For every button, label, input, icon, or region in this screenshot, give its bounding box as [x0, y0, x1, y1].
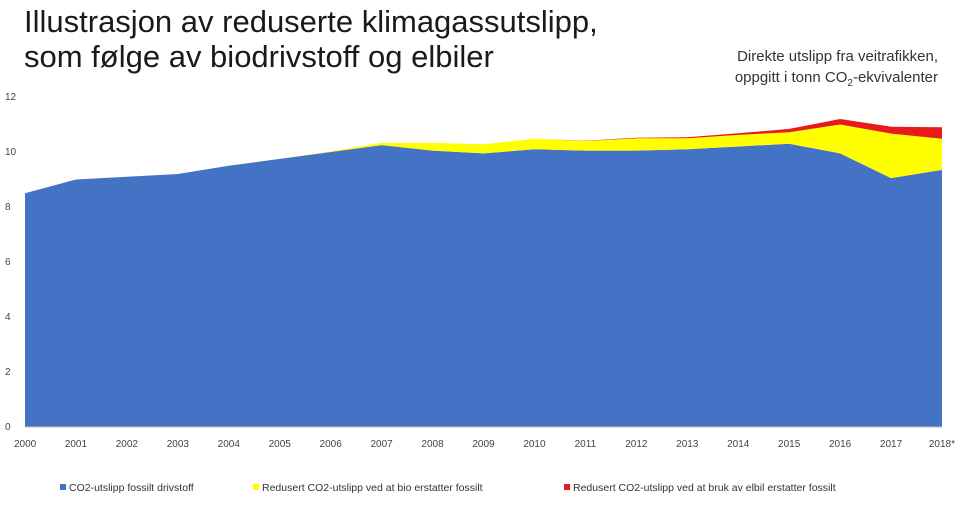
x-tick-label: 2014 [727, 439, 750, 450]
chart-title-line-2: som følge av biodrivstoff og elbiler [24, 39, 494, 74]
y-tick-label: 6 [5, 257, 11, 268]
x-tick-label: 2007 [370, 439, 393, 450]
area-series-1 [25, 143, 942, 427]
chart-title: Illustrasjon av reduserte klimagassutsli… [24, 4, 598, 74]
subtitle-line-2: oppgitt i tonn CO2-ekvivalenter [735, 67, 938, 94]
x-tick-label: 2008 [421, 439, 444, 450]
x-tick-label: 2013 [676, 439, 699, 450]
subtitle-line-2-pre: oppgitt i tonn CO [734, 69, 848, 86]
subtitle-subscript: 2 [847, 78, 853, 89]
x-tick-label: 2003 [167, 439, 190, 450]
x-tick-label: 2010 [523, 439, 546, 450]
legend-label-3: Redusert CO2-utslipp ved at bruk av elbi… [573, 482, 836, 494]
x-tick-label: 2001 [65, 439, 88, 450]
chart-subtitle: Direkte utslipp fra veitrafikken, oppgit… [735, 46, 938, 94]
x-tick-label: 2012 [625, 439, 648, 450]
y-tick-label: 12 [5, 92, 17, 103]
area-series-2 [25, 124, 942, 194]
x-tick-label: 2011 [575, 439, 597, 450]
x-tick-label: 2018* [929, 439, 955, 450]
x-tick-label: 2015 [778, 439, 801, 450]
x-tick-label: 2006 [320, 439, 343, 450]
y-tick-label: 4 [5, 312, 11, 323]
x-tick-label: 2004 [218, 439, 241, 450]
x-tick-label: 2002 [116, 439, 139, 450]
y-tick-label: 2 [5, 367, 11, 378]
x-tick-label: 2009 [472, 439, 495, 450]
subtitle-line-2-post: -ekvivalenter [852, 69, 938, 86]
y-tick-label: 0 [5, 422, 11, 433]
legend-label-2: Redusert CO2-utslipp ved at bio erstatte… [262, 482, 483, 494]
y-tick-label: 8 [5, 202, 11, 213]
x-tick-label: 2005 [269, 439, 292, 450]
legend-swatch-1 [60, 484, 66, 490]
legend-label-1: CO2-utslipp fossilt drivstoff [69, 482, 194, 494]
legend-swatch-3 [564, 484, 570, 490]
x-tick-label: 2000 [14, 439, 37, 450]
x-tick-label: 2016 [829, 439, 852, 450]
legend-swatch-2 [253, 484, 259, 490]
y-tick-label: 10 [5, 147, 17, 158]
subtitle-line-1: Direkte utslipp fra veitrafikken, [737, 48, 938, 65]
x-tick-label: 2017 [880, 439, 903, 450]
chart-title-line-1: Illustrasjon av reduserte klimagassutsli… [24, 4, 598, 39]
